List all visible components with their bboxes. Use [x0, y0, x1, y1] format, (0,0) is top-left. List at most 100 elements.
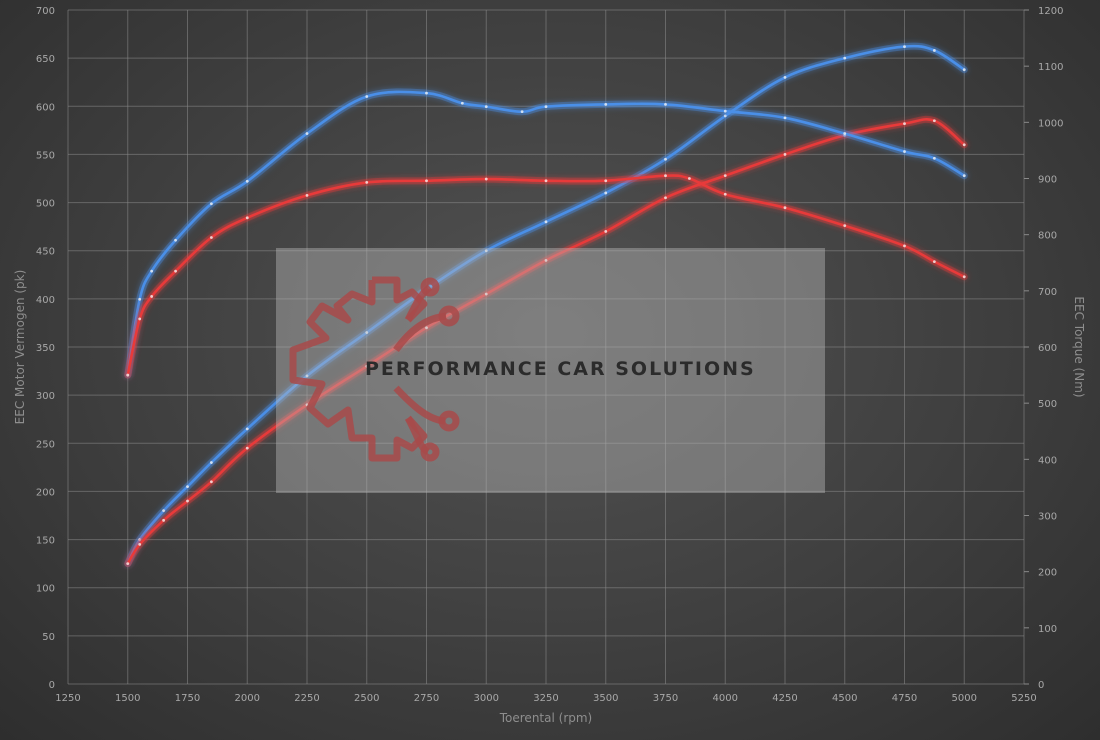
y-axis-right-title: EEC Torque (Nm): [1072, 296, 1086, 397]
y-right-tick-label: 500: [1038, 399, 1057, 410]
data-point: [688, 177, 691, 180]
data-point: [138, 317, 142, 321]
y-left-tick-label: 0: [49, 680, 55, 691]
data-point: [305, 132, 309, 135]
data-point: [365, 95, 369, 98]
data-point: [162, 518, 166, 522]
data-point: [126, 562, 130, 566]
data-point: [903, 244, 906, 248]
data-point: [544, 105, 548, 109]
data-point: [365, 364, 369, 368]
y-right-tick-label: 800: [1038, 231, 1057, 242]
gear-logo-icon: [289, 276, 460, 462]
y-right-tick-label: 300: [1038, 512, 1057, 523]
data-point: [186, 499, 189, 503]
data-point: [245, 446, 249, 450]
data-point: [604, 230, 608, 233]
x-tick-label: 4500: [832, 693, 857, 704]
data-point: [210, 461, 213, 464]
data-point: [174, 269, 177, 273]
data-point: [932, 49, 936, 52]
watermark: PERFORMANCE CAR SOLUTIONS: [276, 248, 825, 493]
y-left-tick-label: 650: [36, 54, 55, 65]
x-tick-label: 1250: [55, 693, 80, 704]
x-tick-label: 3750: [653, 693, 678, 704]
x-tick-label: 4750: [892, 693, 917, 704]
data-point: [365, 181, 369, 184]
data-point: [162, 509, 166, 513]
data-point: [843, 224, 847, 228]
y-left-tick-label: 450: [36, 247, 55, 258]
y-axis-left-title: EEC Motor Vermogen (pk): [13, 270, 27, 425]
tick-labels: 1250 1500 1750 2000 2250 2500 2750 3000 3250 3500…: [36, 6, 1064, 704]
series-line: [126, 90, 966, 377]
data-point: [245, 427, 249, 431]
data-point: [150, 295, 154, 298]
data-point: [365, 331, 369, 334]
data-point: [783, 206, 787, 210]
y-left-tick-label: 400: [36, 295, 55, 306]
data-point: [783, 76, 787, 79]
data-point: [664, 196, 667, 200]
x-axis-title: Toerental (rpm): [499, 711, 592, 725]
data-point: [843, 132, 847, 135]
y-right-tick-label: 1200: [1038, 6, 1063, 17]
y-right-tick-label: 400: [1038, 455, 1057, 466]
data-point: [138, 542, 142, 546]
watermark-text: PERFORMANCE CAR SOLUTIONS: [365, 358, 756, 380]
data-point: [150, 269, 154, 273]
data-point: [664, 174, 667, 178]
x-tick-label: 2250: [294, 693, 319, 704]
series-line: [126, 174, 966, 377]
y-left-tick-label: 350: [36, 343, 55, 354]
y-right-tick-label: 0: [1038, 680, 1044, 691]
x-tick-label: 3250: [533, 693, 558, 704]
data-point: [932, 156, 936, 160]
y-left-tick-label: 300: [36, 391, 55, 402]
y-right-tick-label: 200: [1038, 568, 1057, 579]
data-point: [544, 258, 548, 262]
data-point: [544, 220, 548, 224]
series-layer: [124, 42, 968, 568]
y-left-tick-label: 150: [36, 536, 55, 547]
y-left-tick-label: 700: [36, 6, 55, 17]
x-tick-label: 1750: [175, 693, 200, 704]
x-tick-label: 3500: [593, 693, 618, 704]
data-point: [932, 119, 936, 123]
y-right-tick-label: 1100: [1038, 62, 1063, 73]
data-point: [425, 326, 428, 330]
data-point: [723, 174, 727, 178]
data-point: [903, 122, 906, 126]
data-point: [484, 249, 488, 253]
data-point: [484, 177, 488, 181]
grid: [67, 9, 1029, 685]
y-right-tick-label: 600: [1038, 343, 1057, 354]
data-point: [903, 150, 906, 153]
data-point: [604, 191, 608, 195]
data-point: [460, 101, 464, 105]
data-point: [783, 116, 787, 120]
data-point: [962, 143, 966, 147]
data-point: [932, 260, 936, 264]
data-point: [174, 238, 177, 242]
data-point: [520, 110, 524, 114]
x-tick-label: 4250: [772, 693, 797, 704]
data-point: [664, 157, 667, 161]
data-point: [210, 236, 213, 239]
data-point: [783, 153, 787, 156]
data-point: [484, 105, 488, 109]
data-point: [962, 174, 966, 178]
data-point: [245, 216, 249, 220]
data-point: [425, 179, 428, 183]
data-point: [425, 91, 428, 95]
y-right-tick-label: 900: [1038, 175, 1057, 186]
data-point: [723, 192, 727, 196]
data-point: [484, 292, 488, 296]
x-tick-label: 2000: [235, 693, 260, 704]
y-right-tick-label: 1000: [1038, 118, 1063, 129]
data-point: [903, 45, 906, 48]
x-tick-label: 5250: [1011, 693, 1036, 704]
data-point: [723, 109, 727, 113]
y-left-tick-label: 500: [36, 199, 55, 210]
